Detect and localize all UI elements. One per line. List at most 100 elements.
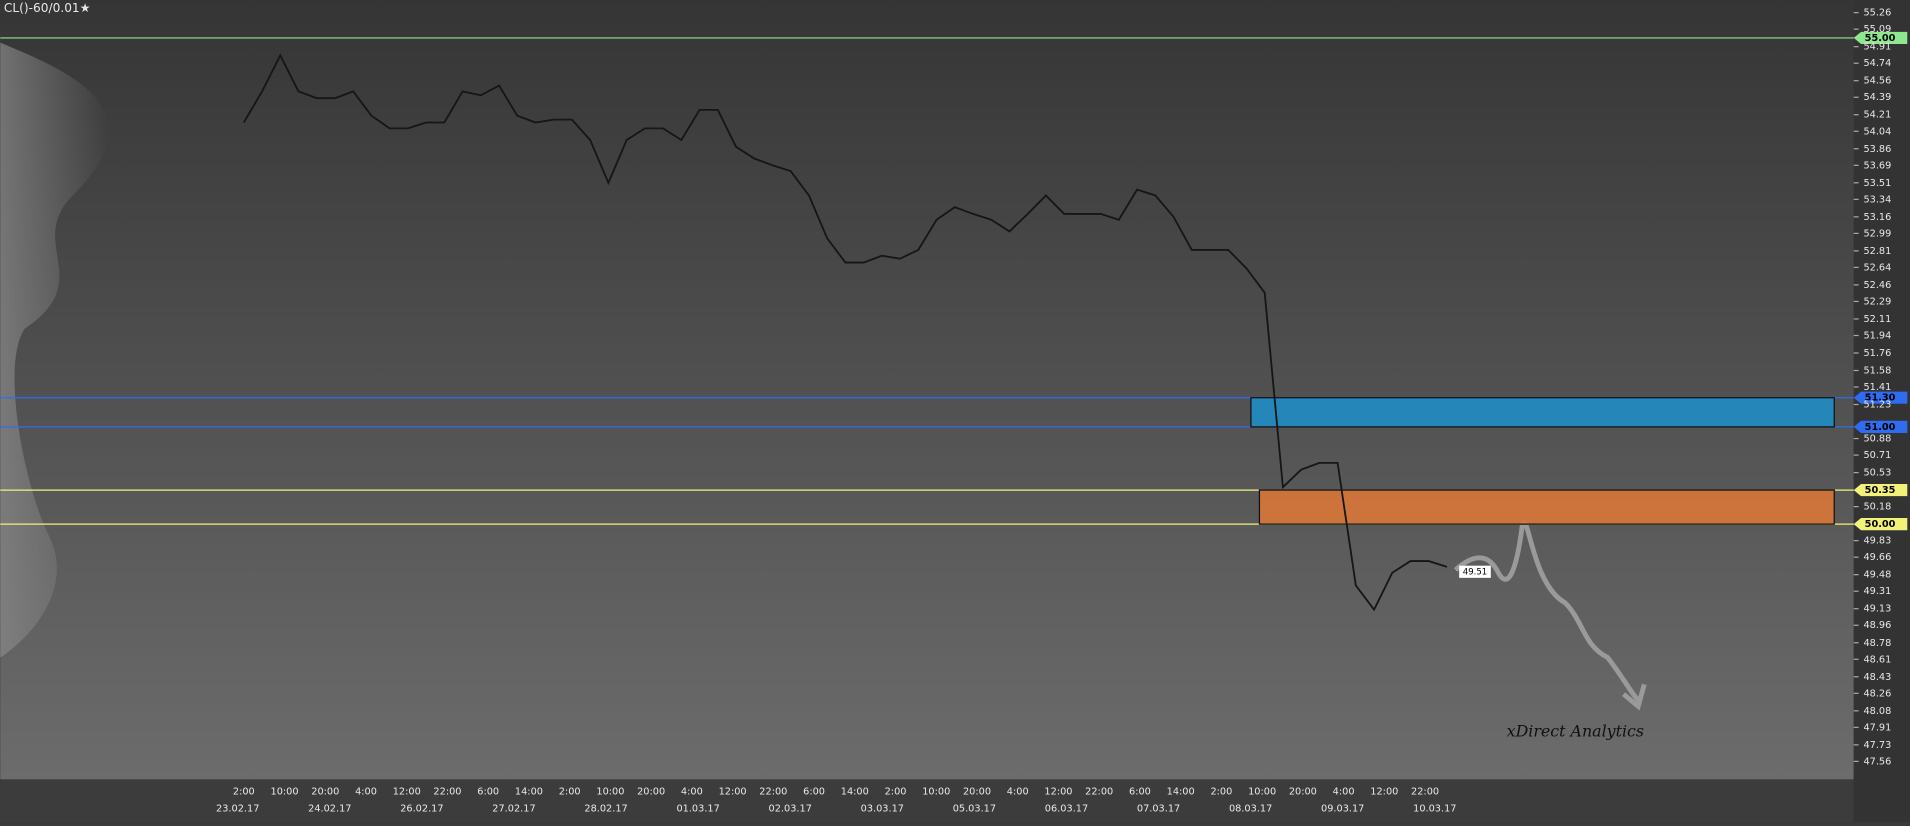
time-label: 4:00 (681, 787, 703, 798)
y-tick-label: 50.88 (1863, 434, 1891, 445)
y-tick-label: 51.76 (1863, 348, 1891, 359)
time-label: 2:00 (885, 787, 907, 798)
level-tag (1853, 391, 1908, 404)
date-label: 24.02.17 (308, 804, 351, 815)
y-tick-label: 48.96 (1863, 620, 1891, 631)
y-tick-label: 53.51 (1863, 178, 1891, 189)
watermark: xDirect Analytics (1507, 721, 1644, 740)
y-tick-label: 55.26 (1863, 8, 1891, 19)
level-tag (1853, 518, 1908, 531)
time-label: 6:00 (803, 787, 825, 798)
date-label: 06.03.17 (1045, 804, 1088, 815)
y-tick-label: 47.73 (1863, 740, 1891, 751)
plot-background (0, 0, 1854, 780)
y-tick-label: 49.83 (1863, 536, 1891, 547)
date-label: 10.03.17 (1413, 804, 1456, 815)
y-tick-label: 54.74 (1863, 58, 1891, 69)
y-tick-label: 54.39 (1863, 92, 1891, 103)
level-tag (1853, 420, 1908, 433)
time-label: 10:00 (271, 787, 299, 798)
y-tick-label: 49.66 (1863, 552, 1891, 563)
y-tick-label: 54.21 (1863, 110, 1891, 121)
y-tick-label: 51.41 (1863, 382, 1891, 393)
level-label: 51.00 (1865, 422, 1896, 433)
level-label: 51.30 (1865, 393, 1896, 404)
time-label: 6:00 (477, 787, 499, 798)
time-label: 14:00 (1167, 787, 1195, 798)
y-tick-label: 53.69 (1863, 160, 1891, 171)
date-label: 23.02.17 (216, 804, 259, 815)
y-tick-label: 54.04 (1863, 126, 1891, 137)
time-label: 12:00 (393, 787, 421, 798)
level-tag (1853, 31, 1908, 45)
time-label: 10:00 (596, 787, 624, 798)
y-tick-label: 48.26 (1863, 688, 1891, 699)
time-label: 12:00 (1370, 787, 1398, 798)
zone (1258, 489, 1835, 525)
price-axis (1853, 0, 1910, 822)
time-label: 22:00 (1411, 787, 1439, 798)
time-label: 10:00 (1248, 787, 1276, 798)
y-tick-label: 49.13 (1863, 604, 1891, 615)
price-line (243, 53, 1448, 612)
level-label: 50.00 (1865, 519, 1896, 530)
y-tick-label: 49.31 (1863, 586, 1891, 597)
date-label: 27.02.17 (492, 804, 535, 815)
date-label: 26.02.17 (400, 804, 443, 815)
time-label: 20:00 (963, 787, 991, 798)
time-label: 12:00 (719, 787, 747, 798)
date-label: 07.03.17 (1137, 804, 1180, 815)
y-tick-label: 52.29 (1863, 296, 1891, 307)
time-label: 20:00 (311, 787, 339, 798)
y-tick-label: 52.81 (1863, 246, 1891, 257)
y-tick-label: 51.94 (1863, 330, 1891, 341)
y-tick-label: 52.99 (1863, 228, 1891, 239)
time-label: 22:00 (759, 787, 787, 798)
y-tick-label: 47.91 (1863, 722, 1891, 733)
y-tick-label: 48.78 (1863, 638, 1891, 649)
y-tick-label: 49.48 (1863, 570, 1891, 581)
time-label: 2:00 (233, 787, 255, 798)
level-label: 55.00 (1865, 33, 1896, 44)
projection-arrow (1453, 519, 1640, 702)
y-tick-label: 53.34 (1863, 194, 1891, 205)
y-tick-label: 54.56 (1863, 76, 1891, 87)
zone (1250, 397, 1835, 428)
y-tick-label: 50.18 (1863, 502, 1891, 513)
time-axis (0, 779, 1854, 822)
time-label: 14:00 (841, 787, 869, 798)
date-label: 02.03.17 (769, 804, 812, 815)
y-tick-label: 55.09 (1863, 24, 1891, 35)
y-tick-label: 50.53 (1863, 468, 1891, 479)
y-tick-label: 52.11 (1863, 314, 1891, 325)
time-label: 4:00 (1007, 787, 1029, 798)
time-label: 14:00 (515, 787, 543, 798)
volume-profile (0, 42, 109, 658)
y-tick-label: 50.71 (1863, 450, 1891, 461)
y-tick-label: 54.91 (1863, 42, 1891, 53)
time-label: 6:00 (1129, 787, 1151, 798)
time-label: 4:00 (355, 787, 377, 798)
y-tick-label: 48.43 (1863, 672, 1891, 683)
time-label: 2:00 (1210, 787, 1232, 798)
y-tick-label: 48.08 (1863, 706, 1891, 717)
y-tick-label: 51.58 (1863, 365, 1891, 376)
chart-title: CL()-60/0.01★ (4, 1, 91, 15)
last-price-tag (1459, 565, 1491, 578)
date-label: 28.02.17 (584, 804, 627, 815)
time-label: 20:00 (637, 787, 665, 798)
time-label: 10:00 (922, 787, 950, 798)
time-label: 22:00 (433, 787, 461, 798)
y-tick-label: 48.61 (1863, 654, 1891, 665)
time-label: 20:00 (1289, 787, 1317, 798)
arrow-head (1622, 683, 1647, 711)
time-label: 22:00 (1085, 787, 1113, 798)
y-tick-label: 52.64 (1863, 262, 1891, 273)
date-label: 05.03.17 (953, 804, 996, 815)
y-tick-label: 51.23 (1863, 400, 1891, 411)
time-label: 2:00 (559, 787, 581, 798)
last-price-label: 49.51 (1463, 567, 1487, 577)
date-label: 01.03.17 (676, 804, 719, 815)
time-label: 12:00 (1044, 787, 1072, 798)
